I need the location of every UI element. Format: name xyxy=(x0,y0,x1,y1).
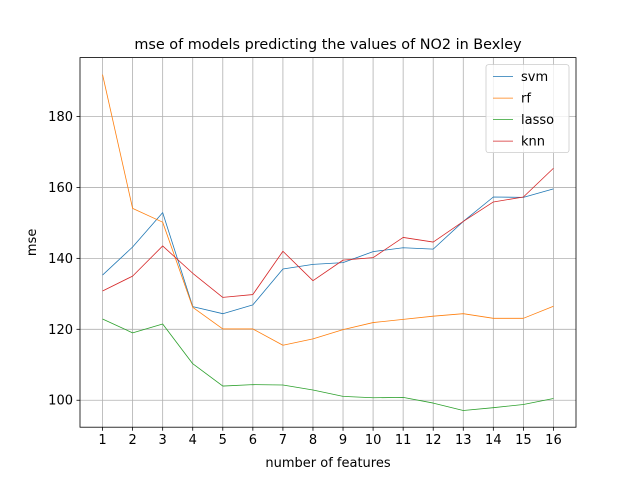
x-tick-label: 5 xyxy=(219,433,227,448)
series-line-rf xyxy=(102,74,554,346)
series-lines xyxy=(102,74,554,411)
legend-label-svm: svm xyxy=(521,70,548,85)
x-tick-label: 10 xyxy=(365,433,382,448)
y-tick-label: 100 xyxy=(48,394,73,409)
x-tick-label: 11 xyxy=(395,433,412,448)
x-axis-ticks: 1 2 3 4 5 6 7 8 9 10 11 12 13 14 15 16 xyxy=(98,427,562,448)
x-tick-label: 13 xyxy=(455,433,472,448)
y-axis-ticks: 100 120 140 160 180 xyxy=(48,110,80,409)
y-tick-label: 120 xyxy=(48,323,73,338)
series-line-knn xyxy=(102,167,554,298)
y-tick-label: 180 xyxy=(48,110,73,125)
x-tick-label: 15 xyxy=(515,433,532,448)
x-tick-label: 16 xyxy=(545,433,562,448)
chart-title: mse of models predicting the values of N… xyxy=(134,37,522,53)
y-axis-label: mse xyxy=(25,229,40,256)
legend-label-rf: rf xyxy=(521,92,531,107)
x-tick-label: 14 xyxy=(485,433,502,448)
x-tick-label: 8 xyxy=(309,433,317,448)
legend: svm rf lasso knn xyxy=(485,64,570,153)
series-line-lasso xyxy=(102,318,554,411)
x-tick-label: 3 xyxy=(159,433,167,448)
y-tick-label: 140 xyxy=(48,252,73,267)
x-tick-label: 4 xyxy=(189,433,197,448)
x-tick-label: 7 xyxy=(279,433,287,448)
grid xyxy=(80,57,576,428)
legend-label-lasso: lasso xyxy=(521,113,554,128)
x-tick-label: 12 xyxy=(425,433,442,448)
plot-frame xyxy=(79,57,577,428)
y-tick-label: 160 xyxy=(48,181,73,196)
x-tick-label: 9 xyxy=(339,433,347,448)
x-tick-label: 6 xyxy=(249,433,257,448)
legend-label-knn: knn xyxy=(521,135,545,150)
x-tick-label: 1 xyxy=(98,433,106,448)
legend-box xyxy=(485,64,570,153)
x-tick-label: 2 xyxy=(128,433,136,448)
x-axis-label: number of features xyxy=(265,456,390,471)
